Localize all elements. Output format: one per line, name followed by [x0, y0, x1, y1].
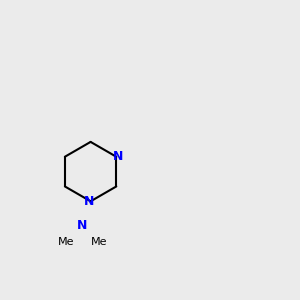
Text: Me: Me: [91, 237, 107, 247]
Text: N: N: [77, 219, 88, 232]
Text: Me: Me: [58, 237, 74, 247]
Text: N: N: [112, 150, 123, 163]
Text: N: N: [84, 195, 94, 208]
